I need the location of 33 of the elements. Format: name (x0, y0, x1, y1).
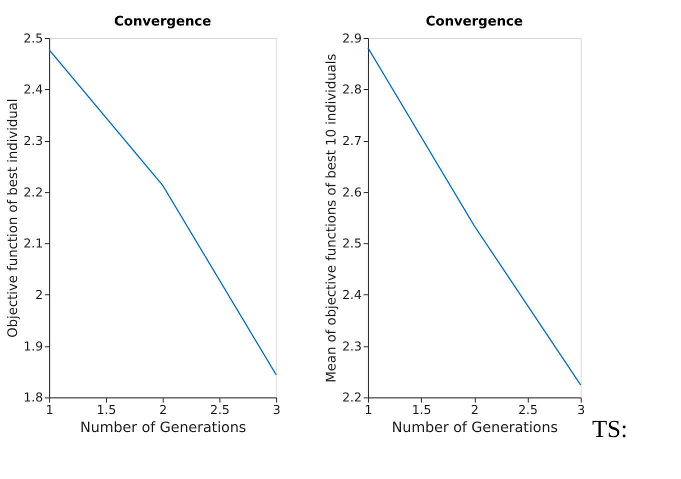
x-axis-title: Number of Generations (80, 420, 246, 436)
y-tick-label: 2.4 (23, 82, 44, 97)
y-tick-label: 2.3 (342, 339, 362, 354)
y-tick-label: 2.4 (342, 288, 362, 302)
x-tick-label: 1 (364, 402, 372, 417)
text: TS: (592, 416, 628, 444)
y-tick-label: 1.8 (23, 390, 44, 405)
x-tick-label: 2 (470, 402, 479, 417)
y-axis-title: Objective function of best individual (6, 98, 21, 338)
x-tick-label: 3 (577, 402, 586, 417)
x-tick-label: 1.5 (96, 402, 116, 417)
y-tick-label: 2.8 (342, 82, 362, 97)
x-tick-label: 2 (159, 402, 168, 417)
y-tick-label: 2.5 (23, 31, 44, 46)
y-tick-label: 2.2 (23, 185, 44, 200)
x-tick-label: 2.5 (518, 402, 538, 417)
x-tick-label: 1 (46, 402, 54, 417)
x-tick-label: 1.5 (412, 402, 432, 417)
y-tick-label: 1.9 (23, 339, 44, 354)
y-tick-label: 2 (35, 288, 44, 302)
y-tick-label: 2.9 (342, 31, 362, 46)
y-axis-title: Mean of objective functions of best 10 individuals (324, 54, 340, 383)
y-tick-label: 2.6 (342, 185, 362, 200)
y-tick-label: 2.5 (342, 236, 362, 251)
x-tick-label: 3 (272, 402, 281, 417)
x-tick-label: 2.5 (210, 402, 230, 417)
chart-title: Convergence (426, 14, 523, 30)
y-tick-label: 2.3 (23, 134, 44, 148)
y-tick-label: 2.2 (342, 390, 362, 405)
chart-title: Convergence (114, 14, 212, 30)
x-axis-title: Number of Generations (392, 420, 558, 436)
y-tick-label: 2.1 (23, 236, 44, 251)
y-tick-label: 2.7 (342, 134, 362, 148)
